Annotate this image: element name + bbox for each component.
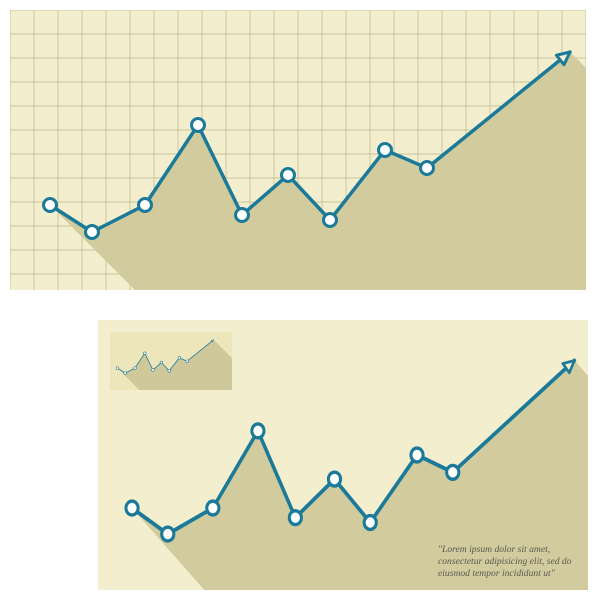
chart-thumbnail	[110, 332, 232, 390]
chart-marker	[236, 209, 249, 222]
quote-text: "Lorem ipsum dolor sit amet, consectetur…	[438, 544, 580, 580]
chart-marker	[192, 119, 205, 132]
chart-marker	[86, 226, 99, 239]
chart-marker	[282, 169, 295, 182]
chart-marker	[44, 199, 57, 212]
chart-marker	[324, 214, 337, 227]
chart-panel-top	[10, 10, 586, 290]
chart-panel-bottom: "Lorem ipsum dolor sit amet, consectetur…	[98, 320, 588, 590]
chart-marker	[379, 144, 392, 157]
chart-marker	[421, 162, 434, 175]
chart-marker	[139, 199, 152, 212]
